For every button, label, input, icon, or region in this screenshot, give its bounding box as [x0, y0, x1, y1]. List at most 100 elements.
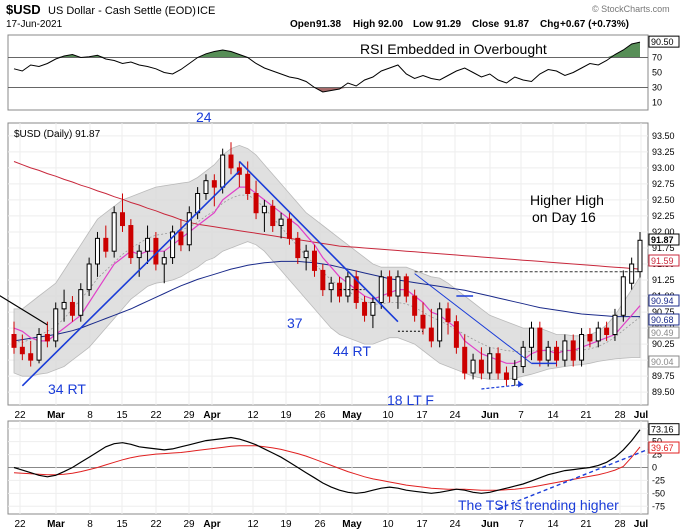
candle: [19, 334, 25, 361]
candle-body: [261, 205, 267, 214]
candle-body: [395, 276, 401, 297]
x-tick-label: 22: [150, 410, 162, 421]
candle-body: [303, 250, 309, 259]
open-label: Open: [290, 19, 316, 30]
candle: [470, 353, 476, 380]
candle: [512, 360, 518, 386]
candle-body: [320, 269, 326, 291]
x-tick-label: Jul: [634, 410, 649, 421]
arrow-18lt: [481, 383, 524, 390]
candle-body: [228, 154, 234, 169]
candle: [295, 231, 301, 264]
candle-body: [579, 334, 585, 361]
price-tag-value: 91.87: [651, 235, 674, 245]
candle-body: [554, 346, 560, 361]
candle-body: [629, 263, 635, 284]
price-y-tick: 91.75: [652, 243, 675, 253]
candle: [428, 308, 434, 348]
rsi-frame: [7, 34, 649, 111]
candle: [528, 321, 534, 361]
close-value: 91.87: [504, 19, 529, 30]
candle-body: [53, 308, 59, 342]
price-tag-box: [648, 294, 680, 307]
low-label: Low: [413, 19, 433, 30]
x-tick-label: 10: [382, 519, 394, 530]
candle: [311, 244, 317, 277]
price-tag-box: [648, 233, 680, 246]
tsi-annotation: The TSI is trending higher: [458, 497, 619, 513]
candle: [545, 340, 551, 367]
tsi-y-tick: 0: [652, 463, 657, 473]
candle-body: [211, 180, 217, 188]
rsi-y-tick: 50: [652, 68, 662, 78]
candle: [61, 289, 67, 322]
candle: [328, 276, 334, 303]
candle-body: [295, 237, 301, 259]
candle-body: [28, 353, 34, 361]
rsi-y-tick: 30: [652, 83, 662, 93]
candle: [487, 347, 493, 380]
x-tick-label: May: [342, 410, 362, 421]
rsi-last-tag: 90.50: [648, 35, 680, 48]
candle-body: [128, 225, 134, 259]
candle-body: [78, 289, 84, 316]
candle-body: [161, 257, 167, 265]
instrument-name: US Dollar - Cash Settle (EOD): [48, 5, 196, 17]
candle-body: [487, 353, 493, 374]
x-tick-label: Apr: [203, 410, 220, 421]
candle-body: [111, 212, 117, 252]
candle: [253, 180, 259, 220]
rsi-line: [13, 41, 641, 93]
price-y-tick: 93.50: [652, 131, 675, 141]
x-tick-label: 10: [382, 410, 394, 421]
candle-body: [503, 372, 509, 380]
price-y-tick: 93.00: [652, 163, 675, 173]
candle: [245, 161, 251, 200]
low-value: 91.29: [436, 19, 461, 30]
candle-body: [145, 237, 151, 252]
rsi-annotation: RSI Embedded in Overbought: [360, 41, 547, 57]
x-axis-bottom: 22 Mar 8 15 22 29 Apr 12 19 26 May 10 17 24 Jun 7 14 21 28…: [14, 519, 648, 530]
candle-body: [44, 334, 50, 342]
x-tick-label: 17: [416, 410, 428, 421]
tsi-last-box: [648, 423, 680, 436]
price-y-tick: 92.25: [652, 211, 675, 221]
price-y-tick: 90.25: [652, 339, 675, 349]
x-tick-label: 21: [580, 410, 592, 421]
annotation-34rt: 34 RT: [48, 381, 86, 397]
candle-body: [420, 314, 426, 329]
candle: [345, 270, 351, 303]
x-tick-label: 22: [150, 519, 162, 530]
candle: [170, 225, 176, 264]
candle-body: [445, 308, 451, 323]
x-tick-label: 28: [614, 410, 626, 421]
candle: [161, 251, 167, 284]
candle: [86, 257, 92, 297]
x-tick-label: 24: [449, 519, 461, 530]
x-tick-label: 7: [518, 410, 524, 421]
high-value: 92.00: [378, 19, 403, 30]
candle: [278, 212, 284, 239]
downtrend-line: [238, 160, 399, 323]
price-tag-value: 90.68: [651, 315, 674, 325]
candle-body: [453, 321, 459, 348]
x-tick-label: 26: [314, 410, 326, 421]
candle-body: [403, 276, 409, 297]
candle-body: [462, 346, 468, 374]
annotation-higher-high: Higher High: [530, 192, 604, 208]
candle-body: [19, 346, 25, 355]
x-tick-label: 15: [116, 410, 128, 421]
rsi-y-tick: 70: [652, 53, 662, 63]
rsi-y-tick: 10: [652, 98, 662, 108]
candle-body: [270, 205, 276, 227]
candle-body: [286, 218, 292, 239]
candle: [11, 321, 17, 354]
candle: [495, 347, 501, 380]
candle: [270, 199, 276, 232]
candle-body: [604, 327, 610, 336]
ma-red-line: [13, 161, 641, 270]
candle-body: [103, 237, 109, 252]
candle: [28, 340, 34, 367]
x-tick-label: 28: [614, 519, 626, 530]
tsi-signal-tag: 39.67: [648, 441, 680, 454]
